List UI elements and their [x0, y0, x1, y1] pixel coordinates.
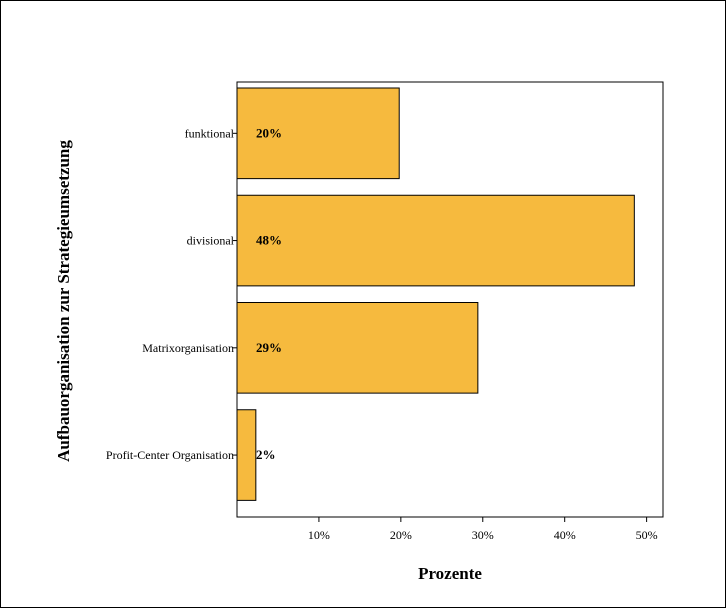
x-tick-label: 50% [636, 528, 658, 542]
bar-divisional [236, 194, 635, 287]
data-label: 29% [256, 340, 282, 355]
x-tick-label: 30% [472, 528, 494, 542]
data-label: 20% [256, 125, 282, 140]
bar-matrixorganisation [236, 302, 479, 394]
bars-group: 20% 48% 29% 2% [236, 87, 635, 501]
bar-profit-center-organisation [236, 409, 257, 501]
x-tick-label: 40% [554, 528, 576, 542]
data-label: 2% [256, 447, 276, 462]
x-axis-title: Prozente [418, 564, 482, 583]
category-label: funktional [185, 126, 235, 140]
bar-funktional [236, 87, 400, 180]
x-tick-label: 20% [390, 528, 412, 542]
y-axis-title: Aufbauorganisation zur Strategieumsetzun… [54, 140, 73, 462]
data-label: 48% [256, 233, 282, 248]
category-ticks-group: funktional divisional Matrixorganisation Pr… [106, 126, 237, 462]
category-label: Matrixorganisation [142, 341, 234, 355]
x-axis-ticks-group: 10% 20% 30% 40% 50% [308, 517, 658, 542]
category-label: Profit-Center Organisation [106, 448, 234, 462]
x-tick-label: 10% [308, 528, 330, 542]
category-label: divisional [187, 234, 235, 248]
